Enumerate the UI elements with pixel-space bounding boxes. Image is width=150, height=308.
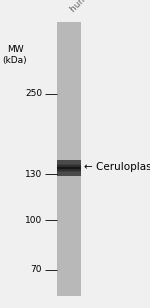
Bar <box>57 169 81 171</box>
Text: 250: 250 <box>25 89 42 99</box>
Bar <box>57 168 81 169</box>
Bar <box>57 161 81 163</box>
Bar <box>57 160 81 161</box>
Bar <box>57 175 81 176</box>
Bar <box>57 171 81 172</box>
Text: MW
(kDa): MW (kDa) <box>3 45 27 65</box>
Bar <box>57 164 81 165</box>
Text: human plasma: human plasma <box>69 0 123 14</box>
Text: 100: 100 <box>25 216 42 225</box>
Bar <box>57 173 81 175</box>
Bar <box>57 167 81 168</box>
Bar <box>57 22 81 296</box>
Bar <box>57 172 81 173</box>
Text: 70: 70 <box>30 265 42 274</box>
Text: 130: 130 <box>25 169 42 179</box>
Bar <box>57 165 81 167</box>
Text: ← Ceruloplasmin: ← Ceruloplasmin <box>84 162 150 172</box>
Bar <box>57 163 81 164</box>
